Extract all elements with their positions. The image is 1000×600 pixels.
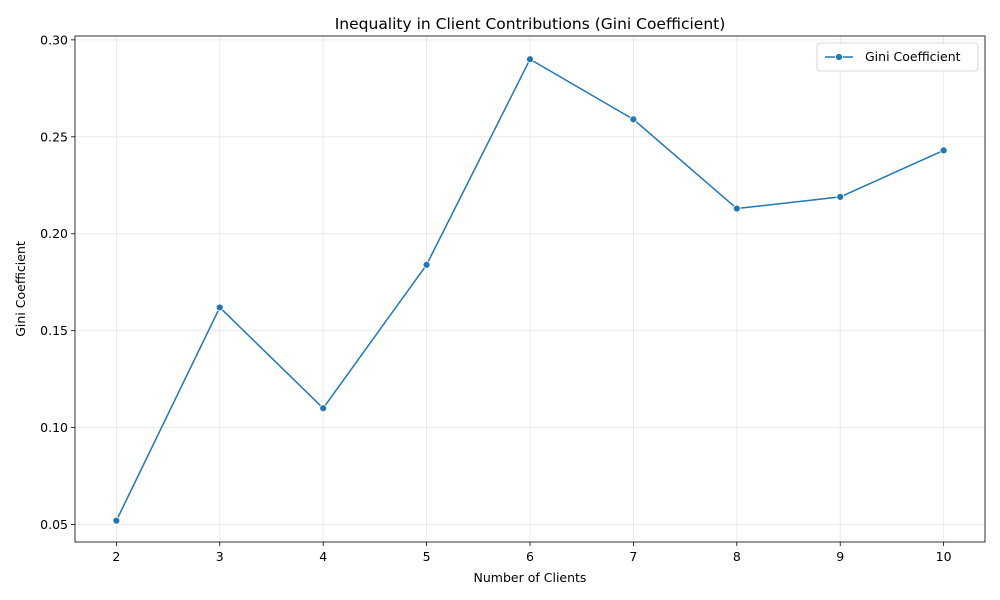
x-tick-label: 6 (526, 549, 534, 564)
x-tick-label: 4 (319, 549, 327, 564)
y-tick-label: 0.25 (40, 129, 68, 144)
data-point (112, 516, 121, 525)
plot-area-frame (74, 35, 986, 543)
x-tick-label: 5 (423, 549, 431, 564)
legend: Gini Coefficient (816, 42, 979, 72)
data-point (215, 303, 224, 312)
legend-entry-gini-coefficient: Gini Coefficient (865, 49, 961, 64)
data-point (629, 115, 638, 124)
y-tick-label: 0.20 (40, 226, 68, 241)
y-tick-label: 0.05 (40, 517, 68, 532)
x-axis-label: Number of Clients (474, 570, 587, 585)
data-point (939, 146, 948, 155)
series-layer (112, 55, 948, 525)
legend-frame (816, 42, 979, 72)
x-tick-label: 8 (733, 549, 741, 564)
chart-title: Inequality in Client Contributions (Gini… (335, 15, 726, 33)
y-axis-label: Gini Coefficient (13, 241, 28, 337)
axis-ticks: 2 3 4 5 6 7 8 9 10 0.05 0.10 0.15 0.20 0.25 0.30 (40, 32, 951, 564)
data-point (732, 204, 741, 213)
x-tick-label: 7 (629, 549, 637, 564)
x-tick-label: 10 (936, 549, 952, 564)
y-tick-label: 0.30 (40, 32, 68, 47)
y-tick-label: 0.15 (40, 323, 68, 338)
x-tick-label: 3 (216, 549, 224, 564)
data-point (422, 260, 431, 269)
x-tick-label: 9 (836, 549, 844, 564)
legend-marker-swatch (835, 53, 843, 61)
x-tick-label: 2 (112, 549, 120, 564)
data-point (836, 193, 845, 201)
data-point (526, 55, 534, 64)
y-tick-label: 0.10 (40, 420, 68, 435)
data-point (319, 404, 328, 413)
